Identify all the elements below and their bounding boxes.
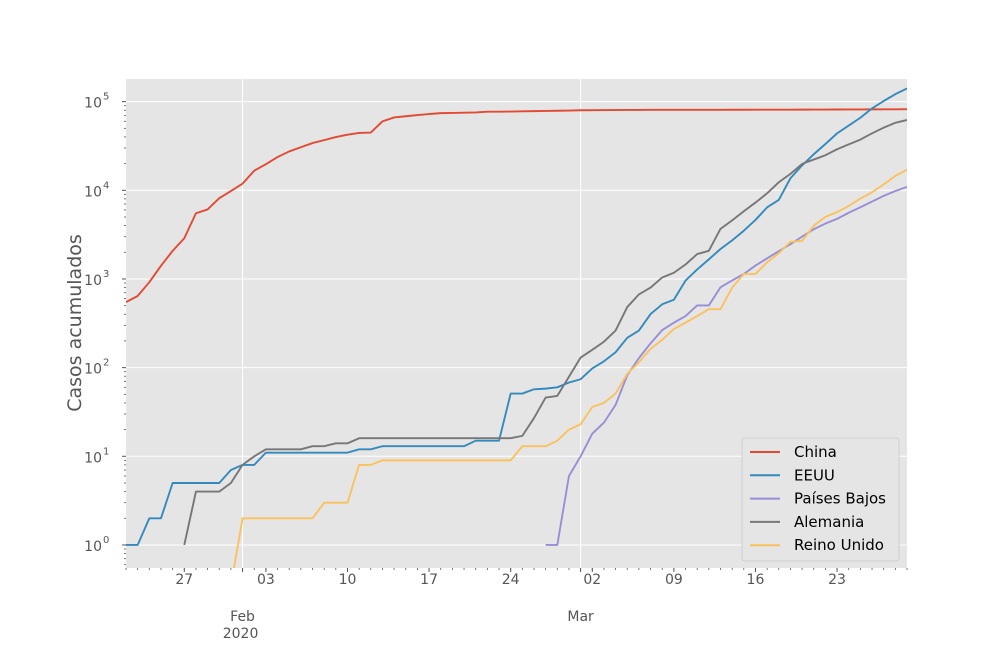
series-line-eeuu <box>126 87 907 546</box>
y-tick-label: 10 <box>84 184 102 200</box>
y-axis-label: Casos acumulados <box>64 234 86 412</box>
x-month-label: Feb <box>230 609 255 625</box>
y-tick-label: 10 <box>84 273 102 289</box>
y-tick-exponent: 2 <box>103 358 109 369</box>
y-tick-label: 10 <box>84 539 102 555</box>
x-year-label: 2020 <box>223 626 259 642</box>
series-group <box>126 87 907 568</box>
x-tick-label: 02 <box>583 572 601 588</box>
x-tick-label: 17 <box>420 572 438 588</box>
y-tick-label: 10 <box>84 96 102 112</box>
legend-label: EEUU <box>794 466 835 484</box>
legend: China EEUU Países Bajos Alemania Reino Unido <box>741 437 900 562</box>
x-tick-label: 03 <box>257 572 275 588</box>
x-tick-label: 23 <box>828 572 846 588</box>
x-month-label: Mar <box>567 609 594 625</box>
series-line-china <box>126 108 907 303</box>
y-tick-exponent: 1 <box>103 446 109 457</box>
y-tick-exponent: 3 <box>103 269 109 280</box>
x-tick-label: 10 <box>339 572 357 588</box>
x-tick-label: 27 <box>175 572 193 588</box>
y-tick-exponent: 0 <box>103 535 109 546</box>
x-tick-label: 16 <box>747 572 765 588</box>
x-tick-label: 24 <box>502 572 520 588</box>
y-tick-exponent: 5 <box>103 92 109 103</box>
y-tick-exponent: 4 <box>103 180 109 191</box>
legend-label: China <box>794 443 837 461</box>
grid <box>126 79 907 568</box>
y-tick-label: 10 <box>84 450 102 466</box>
series-line-alemania <box>183 119 907 546</box>
legend-box <box>741 437 900 562</box>
legend-label: Reino Unido <box>794 536 884 554</box>
legend-label: Países Bajos <box>794 490 886 508</box>
series-line-países-bajos <box>545 185 907 546</box>
x-tick-label: 09 <box>665 572 683 588</box>
legend-label: Alemania <box>794 513 864 531</box>
y-tick-label: 10 <box>84 362 102 378</box>
series-line-reino-unido <box>232 168 907 568</box>
